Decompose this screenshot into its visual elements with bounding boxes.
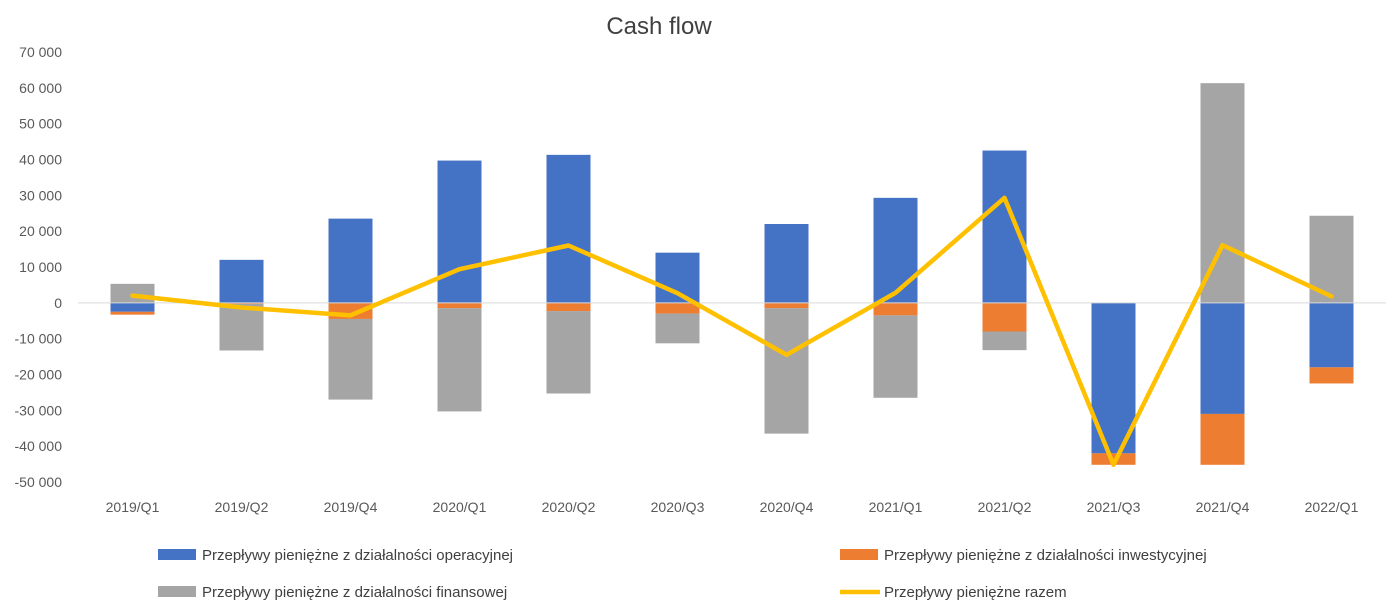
y-tick-label: -20 000 [15,367,63,383]
total-line-layer [130,195,1334,468]
bar-series-3 [1200,83,1245,303]
legend: Przepływy pieniężne z działalności opera… [158,547,1207,601]
x-axis: 2019/Q1 2019/Q2 2019/Q4 2020/Q1 2020/Q2 2020/… [106,499,1359,515]
bar-series-1 [1200,302,1245,414]
legend-label: Przepływy pieniężne z działalności inwes… [884,547,1207,564]
bar-series-3 [437,308,482,412]
legend-label: Przepływy pieniężne z działalności opera… [202,547,513,564]
x-tick-label: 2019/Q2 [215,499,269,515]
x-tick-label: 2021/Q4 [1196,499,1250,515]
bars-layer [110,83,1354,465]
bar-series-1 [110,302,155,312]
legend-swatch [158,549,196,560]
y-tick-label: 60 000 [19,80,62,96]
bar-series-3 [764,308,809,434]
bar-series-2 [219,302,264,304]
bar-series-1 [1309,302,1354,368]
total-cash-flow-line [130,195,1334,468]
y-tick-label: -30 000 [15,402,63,418]
bar-series-2 [764,302,809,309]
y-tick-label: 10 000 [19,259,62,275]
y-tick-label: 50 000 [19,116,62,132]
bar-series-2 [546,302,591,312]
bar-series-2 [655,302,700,314]
bar-series-2 [873,302,918,316]
y-tick-label: 30 000 [19,187,62,203]
x-tick-label: 2019/Q1 [106,499,160,515]
bar-series-1 [982,150,1027,303]
x-tick-label: 2020/Q3 [651,499,705,515]
bar-series-3 [546,311,591,394]
y-tick-label: 20 000 [19,223,62,239]
legend-swatch [158,586,196,597]
legend-swatch [840,549,878,560]
bar-series-2 [1200,413,1245,465]
chart-title: Cash flow [606,13,712,40]
legend-item: Przepływy pieniężne z działalności inwes… [840,547,1207,564]
x-tick-label: 2022/Q1 [1305,499,1359,515]
y-tick-label: 0 [54,295,62,311]
y-tick-label: -50 000 [15,474,63,490]
y-axis: 70 000 60 000 50 000 40 000 30 000 20 000 10 0… [15,44,63,490]
legend-label: Przepływy pieniężne z działalności finan… [202,584,507,601]
y-tick-label: -40 000 [15,438,63,454]
x-tick-label: 2021/Q1 [869,499,923,515]
y-tick-label: 40 000 [19,152,62,168]
x-tick-label: 2021/Q2 [978,499,1032,515]
x-tick-label: 2021/Q3 [1087,499,1141,515]
x-tick-label: 2019/Q4 [324,499,378,515]
x-tick-label: 2020/Q2 [542,499,596,515]
y-tick-label: 70 000 [19,44,62,60]
legend-label: Przepływy pieniężne razem [884,584,1067,601]
bar-series-2 [982,302,1027,332]
y-tick-label: -10 000 [15,331,63,347]
bar-series-1 [437,160,482,303]
legend-item: Przepływy pieniężne z działalności opera… [158,547,513,564]
bar-series-1 [219,259,264,303]
bar-series-1 [328,218,373,303]
bar-series-3 [219,303,264,351]
x-tick-label: 2020/Q1 [433,499,487,515]
bar-series-2 [437,302,482,309]
bar-series-1 [873,197,918,303]
bar-series-3 [655,313,700,344]
bar-series-3 [873,315,918,398]
bar-series-2 [110,311,155,315]
legend-item: Przepływy pieniężne z działalności finan… [158,584,507,601]
x-tick-label: 2020/Q4 [760,499,814,515]
bar-series-1 [764,224,809,303]
legend-item: Przepływy pieniężne razem [840,584,1067,601]
bar-series-3 [110,283,155,303]
bar-series-3 [982,331,1027,351]
bar-series-1 [546,154,591,303]
bar-series-2 [1309,367,1354,384]
bar-series-3 [328,318,373,400]
